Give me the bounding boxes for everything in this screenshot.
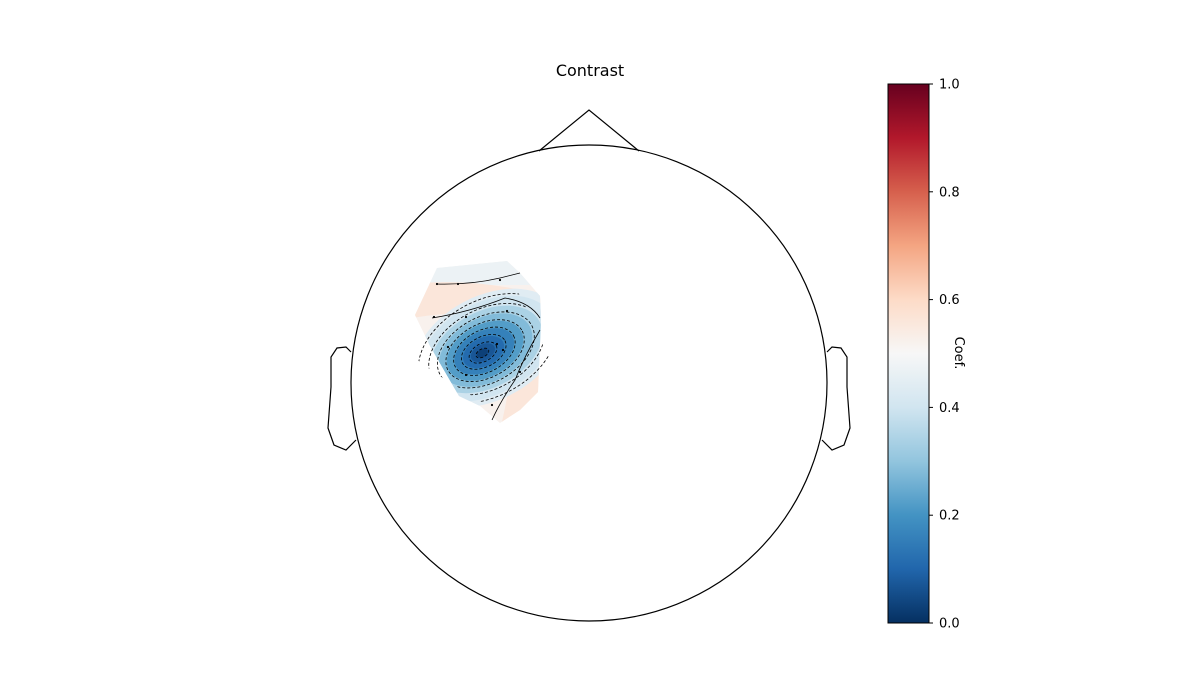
contour-line [475, 347, 490, 359]
sensor-marker [446, 345, 450, 349]
right-ear-shape [821, 346, 851, 451]
sensor-marker [518, 370, 522, 374]
sensor-marker [432, 315, 436, 319]
contour-line [460, 334, 507, 370]
field-top-band [415, 261, 541, 285]
sensor-marker [464, 373, 468, 377]
interpolated-field [415, 261, 541, 423]
colorbar-label: Coef. [951, 337, 966, 370]
colorbar-tick-label: 0.8 [939, 185, 960, 200]
head-outline [327, 109, 851, 622]
contour-line [491, 329, 541, 421]
sensor-marker [505, 309, 509, 313]
nose-shape [538, 109, 640, 152]
sensor-marker [490, 403, 494, 407]
contour-line [435, 272, 521, 285]
colorbar-tick-label: 0.2 [939, 509, 960, 524]
contour-line [453, 326, 516, 376]
colorbar-tick-label: 0.0 [939, 617, 960, 632]
colorbar-tick-label: 0.6 [939, 293, 960, 308]
colorbar-tick-label: 1.0 [939, 78, 960, 93]
contour-line [436, 311, 535, 389]
sensor-marker [498, 278, 502, 282]
contour-line [431, 297, 541, 319]
left-ear-shape [327, 346, 357, 451]
colorbar: 0.0 0.2 0.4 0.6 0.8 1.0 Coef. [887, 78, 966, 632]
contour-line [445, 319, 525, 382]
colorbar-tick-label: 0.4 [939, 401, 960, 416]
colorbar-bar [887, 83, 930, 624]
sensor-marker [464, 315, 468, 319]
contour-line [468, 341, 498, 364]
head-circle [350, 144, 828, 622]
sensor-marker [435, 282, 439, 286]
sensor-markers [432, 278, 522, 407]
sensor-marker [456, 282, 460, 286]
chart-title: Contrast [556, 61, 624, 80]
colorbar-ticks: 0.0 0.2 0.4 0.6 0.8 1.0 [929, 78, 960, 632]
sensor-marker [501, 348, 505, 352]
sensor-marker [495, 342, 499, 346]
field-blob-level [476, 348, 488, 358]
